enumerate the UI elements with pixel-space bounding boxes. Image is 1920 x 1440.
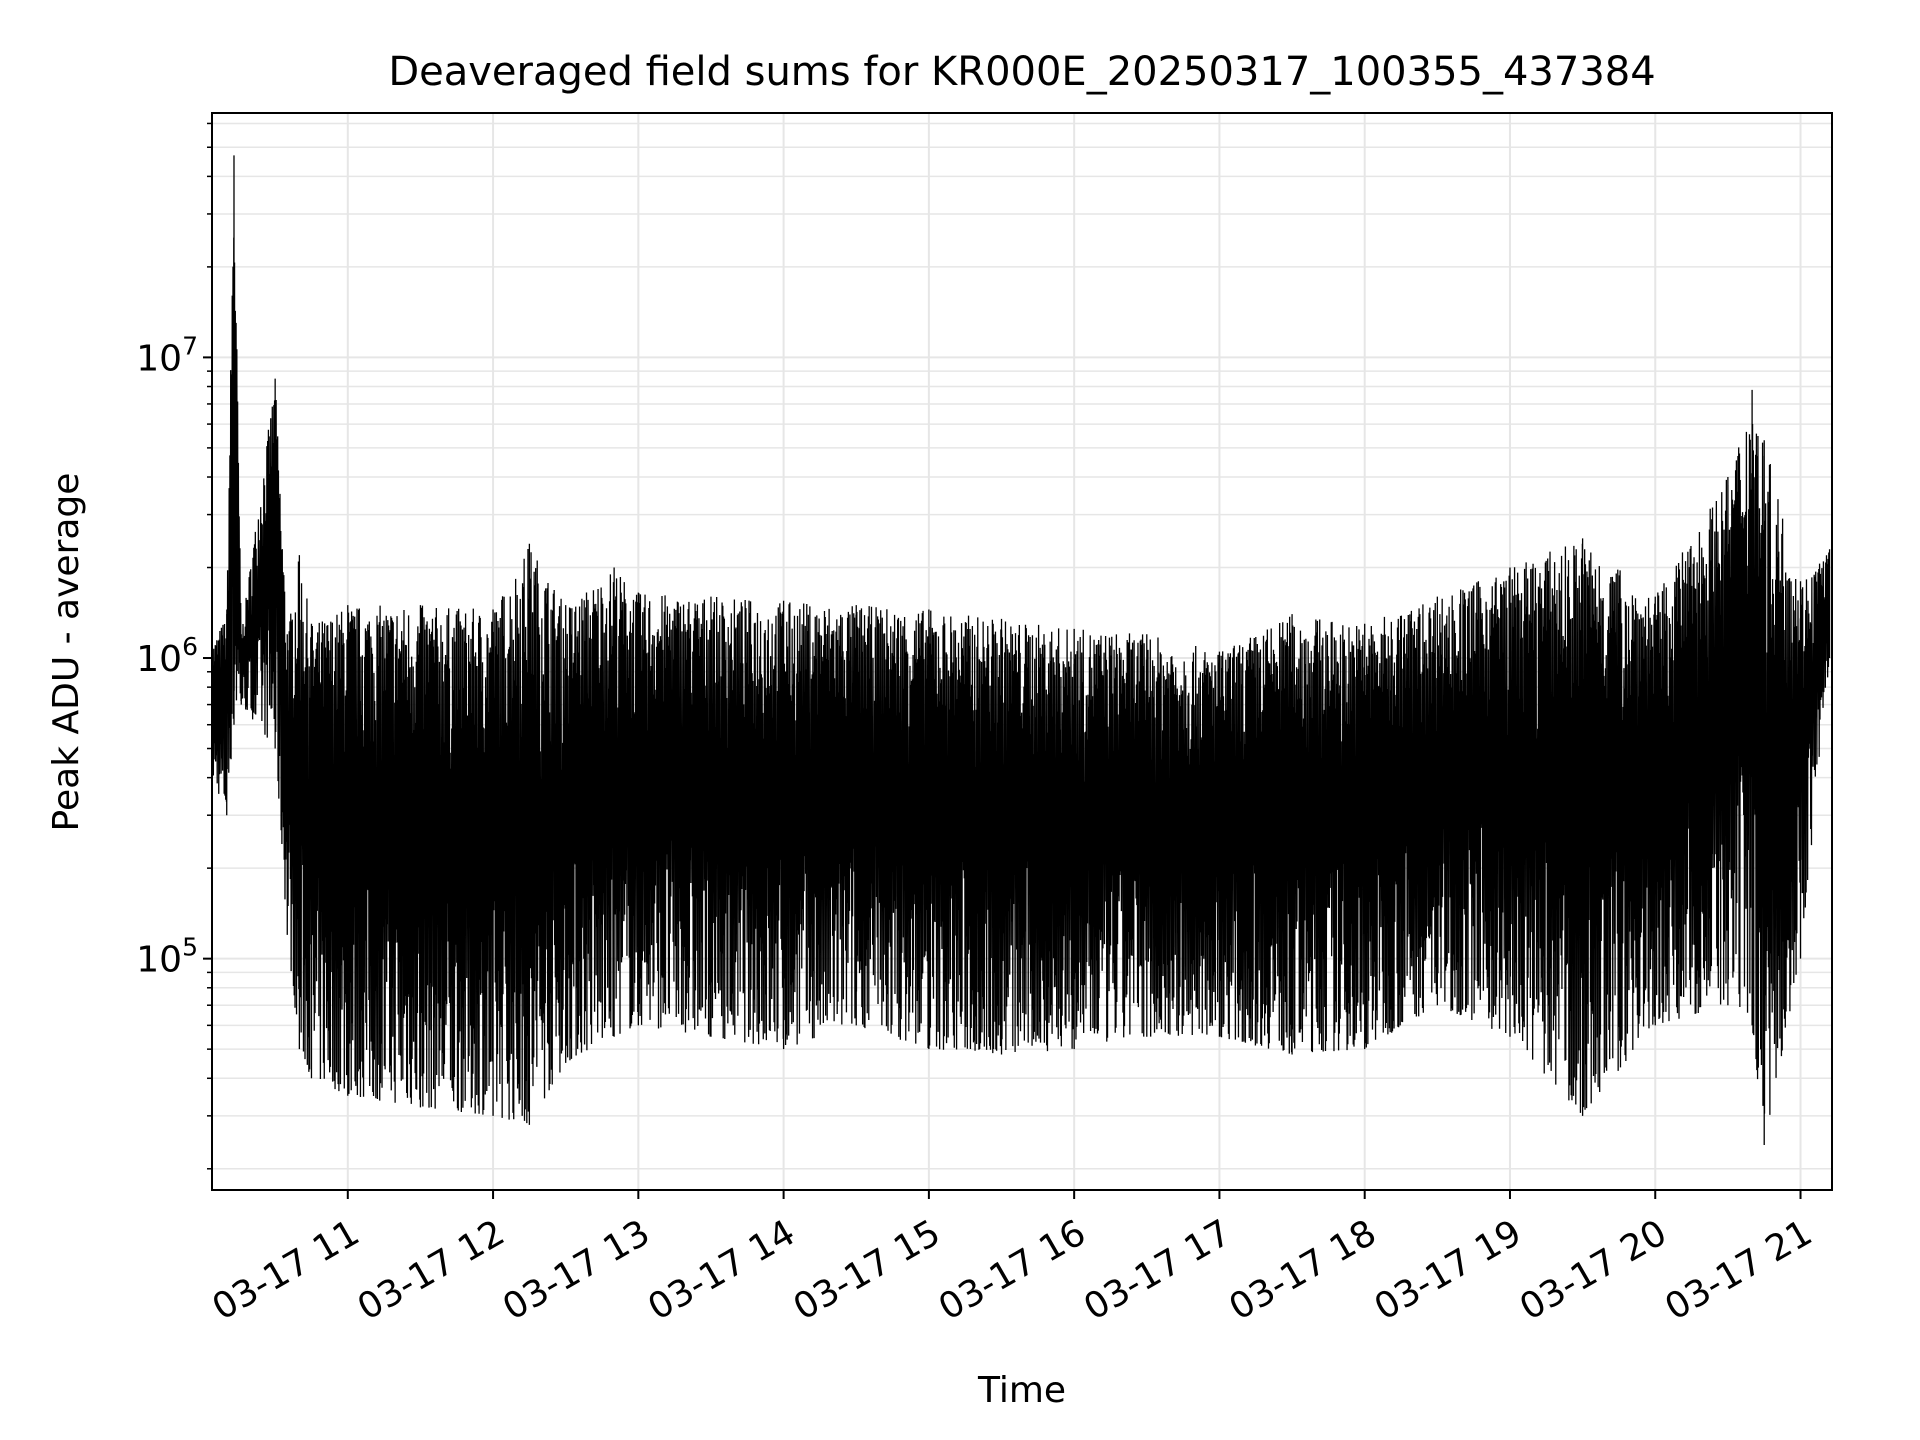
plot-frame <box>211 112 1833 1191</box>
y-axis-label: Peak ADU - average <box>46 473 87 832</box>
y-axis: 105 106 107 <box>136 122 212 1170</box>
y-tick-label: 106 <box>136 632 198 680</box>
series-line <box>212 155 1831 1145</box>
y-tick-label: 105 <box>136 933 198 981</box>
x-axis-label: Time <box>977 1370 1066 1411</box>
chart-title: Deaveraged field sums for KR000E_2025031… <box>388 49 1655 95</box>
y-tick-label: 107 <box>136 331 198 379</box>
data-series <box>212 155 1831 1145</box>
